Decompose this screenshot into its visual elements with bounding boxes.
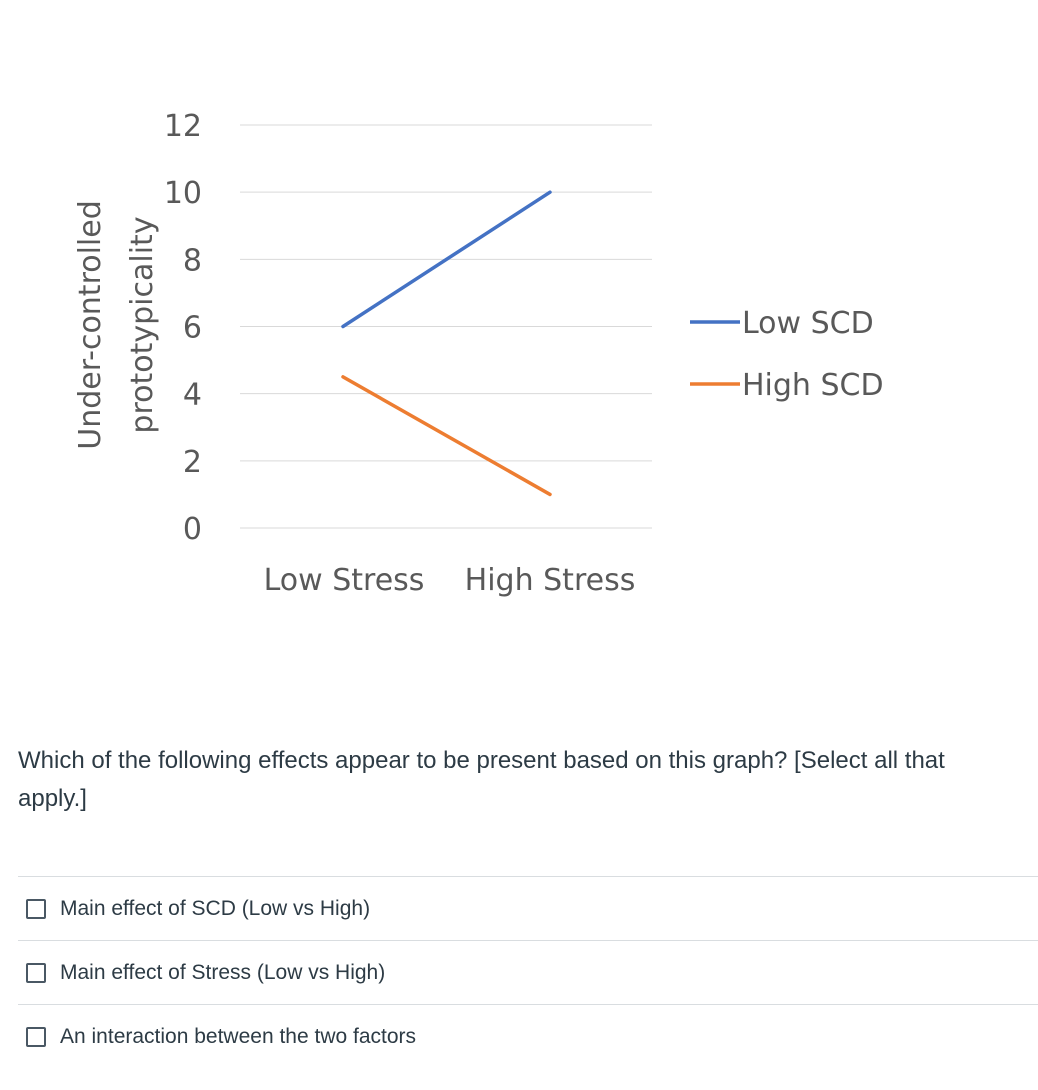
- answer-label: An interaction between the two factors: [60, 1024, 417, 1048]
- y-tick-label: 10: [164, 176, 202, 211]
- checkbox[interactable]: [26, 962, 46, 983]
- checkbox[interactable]: [26, 898, 46, 919]
- legend-label: High SCD: [742, 368, 884, 403]
- answer-option[interactable]: Main effect of Stress (Low vs High): [18, 940, 1038, 1004]
- y-tick-labels: 0 2 4 6 8 10 12: [164, 109, 202, 547]
- legend: Low SCD High SCD: [690, 306, 884, 403]
- checkbox[interactable]: [26, 1026, 46, 1047]
- answer-label: Main effect of SCD (Low vs High): [60, 896, 371, 920]
- x-category-label: High Stress: [465, 563, 636, 598]
- question-text: Which of the following effects appear to…: [18, 747, 945, 812]
- y-tick-label: 8: [183, 243, 202, 278]
- y-tick-label: 2: [183, 445, 202, 480]
- answer-list: Main effect of SCD (Low vs High) Main ef…: [18, 876, 1038, 1068]
- line-chart: 0 2 4 6 8 10 12 Low Stress High Stress Under-co…: [73, 109, 884, 598]
- y-tick-label: 4: [183, 378, 202, 413]
- answer-option[interactable]: Main effect of SCD (Low vs High): [18, 876, 1038, 940]
- x-category-label: Low Stress: [264, 563, 425, 598]
- series-lines: [341, 190, 552, 497]
- series-line: [341, 375, 552, 497]
- y-axis-title-line-1: Under-controlled: [73, 200, 108, 450]
- gridlines: [240, 124, 652, 529]
- x-category-labels: Low Stress High Stress: [264, 563, 636, 598]
- y-axis-title-line-2: prototypicality: [125, 216, 160, 433]
- y-tick-label: 0: [183, 512, 202, 547]
- y-tick-label: 6: [183, 311, 202, 346]
- series-line: [341, 190, 552, 329]
- y-tick-label: 12: [164, 109, 202, 144]
- answer-option[interactable]: An interaction between the two factors: [18, 1004, 1038, 1068]
- answer-label: Main effect of Stress (Low vs High): [60, 960, 386, 984]
- legend-label: Low SCD: [742, 306, 874, 341]
